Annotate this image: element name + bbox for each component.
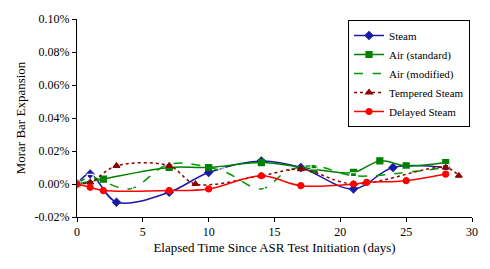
svg-text:0: 0 xyxy=(74,225,80,239)
svg-text:0.04%: 0.04% xyxy=(39,111,70,125)
svg-text:25: 25 xyxy=(400,225,412,239)
svg-text:Air (modified): Air (modified) xyxy=(389,68,454,81)
svg-text:30: 30 xyxy=(466,225,478,239)
svg-text:Steam: Steam xyxy=(389,30,417,42)
svg-text:0.02%: 0.02% xyxy=(39,144,70,158)
svg-text:0.10%: 0.10% xyxy=(39,12,70,26)
svg-text:0.00%: 0.00% xyxy=(39,177,70,191)
svg-text:Air (standard): Air (standard) xyxy=(389,49,451,62)
svg-text:20: 20 xyxy=(334,225,346,239)
svg-text:10: 10 xyxy=(203,225,215,239)
svg-text:0.06%: 0.06% xyxy=(39,78,70,92)
svg-text:5: 5 xyxy=(140,225,146,239)
svg-text:Morar Bar Expansion: Morar Bar Expansion xyxy=(13,61,28,174)
svg-text:-0.02%: -0.02% xyxy=(35,210,70,224)
svg-text:Delayed Steam: Delayed Steam xyxy=(389,106,456,118)
svg-text:Tempered Steam: Tempered Steam xyxy=(389,87,464,99)
svg-text:Elapsed Time Since ASR Test In: Elapsed Time Since ASR Test Initiation (… xyxy=(153,240,395,255)
svg-text:15: 15 xyxy=(269,225,281,239)
svg-text:0.08%: 0.08% xyxy=(39,45,70,59)
